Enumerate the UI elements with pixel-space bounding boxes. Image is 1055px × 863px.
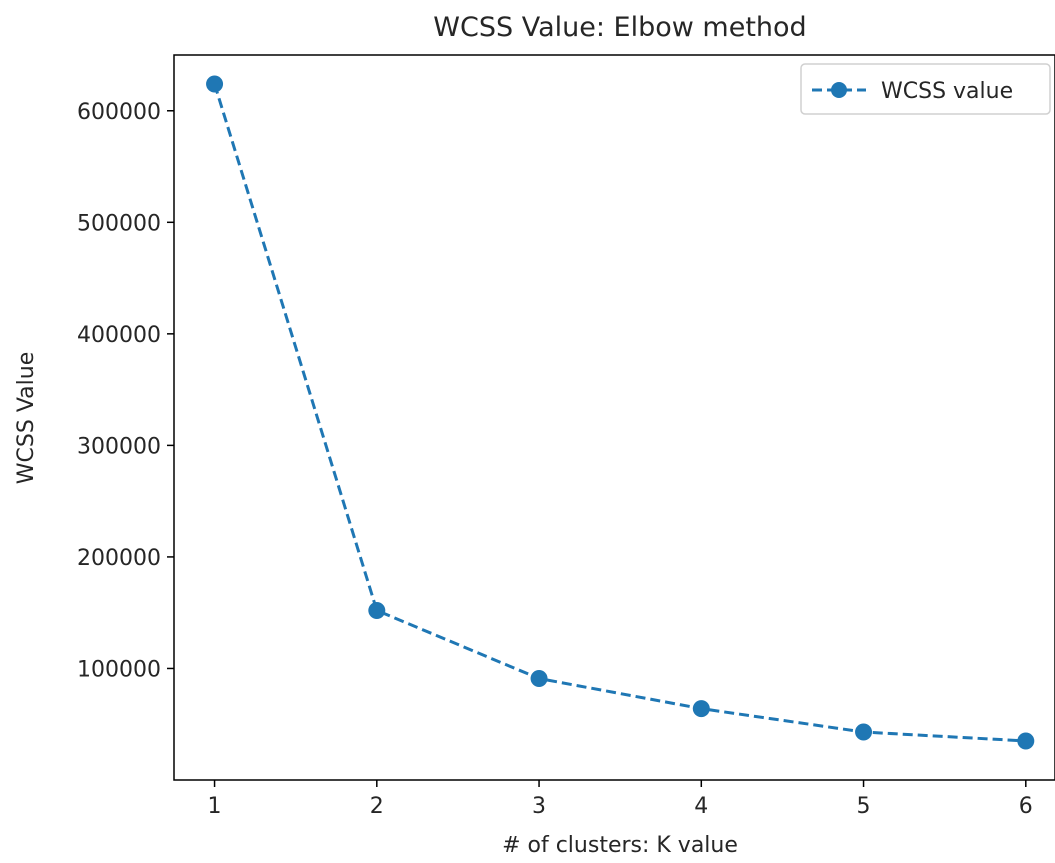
y-tick-label: 300000 xyxy=(77,434,161,459)
y-tick-label: 200000 xyxy=(77,546,161,571)
y-tick-label: 100000 xyxy=(77,657,161,682)
x-tick-label: 3 xyxy=(532,794,546,819)
y-tick-label: 500000 xyxy=(77,211,161,236)
legend: WCSS value xyxy=(800,63,1051,115)
y-tick-label: 400000 xyxy=(77,323,161,348)
x-axis-ticks: 1 2 3 4 5 6 xyxy=(208,780,1033,819)
data-point xyxy=(530,670,548,687)
data-point xyxy=(692,700,710,718)
x-tick-label: 2 xyxy=(370,794,384,819)
y-tick-label: 600000 xyxy=(77,100,161,125)
x-tick-label: 6 xyxy=(1019,794,1033,819)
data-point xyxy=(206,75,224,93)
data-point xyxy=(855,723,873,741)
data-point xyxy=(1017,732,1035,750)
series-layer xyxy=(206,75,1035,750)
legend-label: WCSS value xyxy=(881,79,1013,104)
x-axis-label: # of clusters: K value xyxy=(502,833,738,858)
y-axis-ticks: 100000 200000 300000 400000 500000 600000 xyxy=(77,100,174,682)
y-axis-label: WCSS Value xyxy=(14,352,39,484)
x-tick-label: 1 xyxy=(208,794,222,819)
series-line xyxy=(213,83,1026,743)
plot-area-frame xyxy=(173,54,1055,781)
x-tick-label: 4 xyxy=(694,794,708,819)
chart-title: WCSS Value: Elbow method xyxy=(433,12,806,43)
x-tick-label: 5 xyxy=(857,794,871,819)
legend-marker xyxy=(831,82,847,98)
legend-box xyxy=(800,63,1051,115)
data-point xyxy=(368,601,386,619)
